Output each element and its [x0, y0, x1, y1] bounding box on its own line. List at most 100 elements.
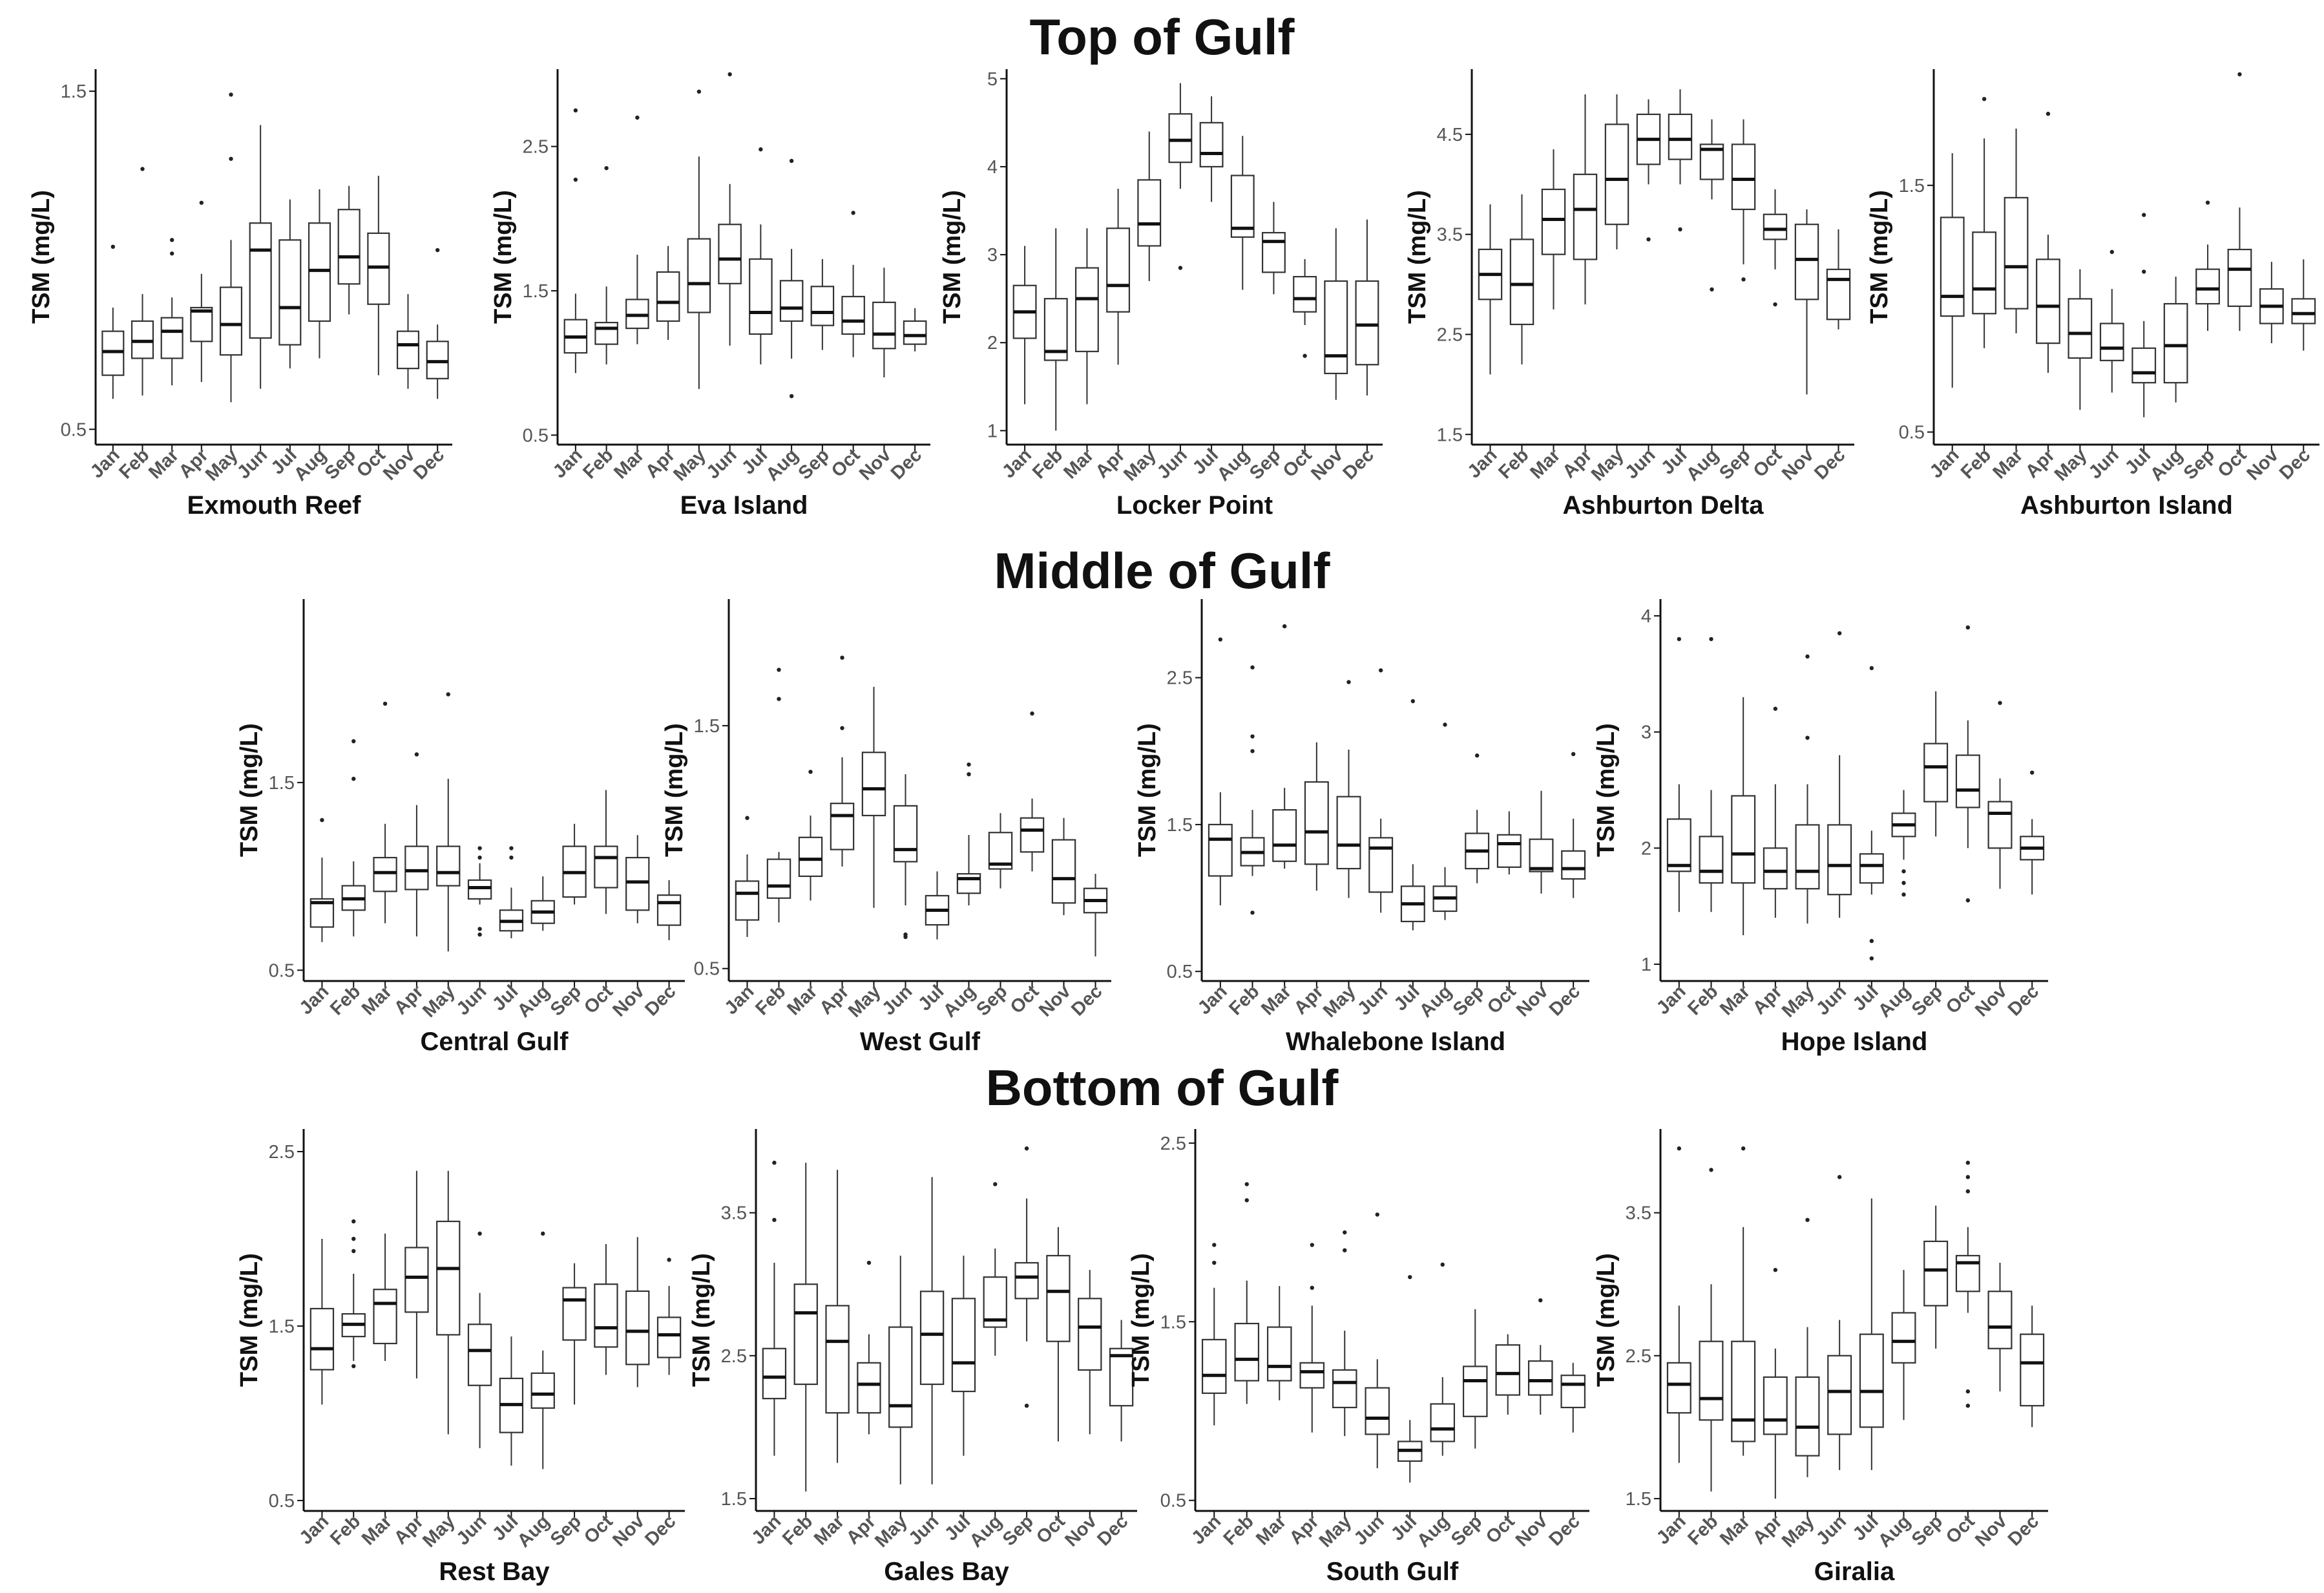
eva-island-oct-box: [841, 295, 865, 335]
central-gulf-jun-outlier: [477, 932, 482, 937]
ashburton-island-may-box: [2068, 298, 2093, 359]
hope-island-jun-box: [1827, 824, 1852, 896]
rest-bay-feb-outlier: [351, 1249, 356, 1254]
rest-bay-y-tick-label: 0.5: [269, 1491, 295, 1512]
giralia-oct-outlier: [1965, 1403, 1971, 1408]
ashburton-delta-nov-x-tick-label: Nov: [1778, 445, 1817, 484]
exmouth-reef-panel-title: Exmouth Reef: [187, 491, 362, 520]
whalebone-island-oct-x-tick-label: Oct: [1483, 981, 1520, 1018]
hope-island-oct-outlier: [1965, 898, 1971, 903]
west-gulf-panel-title: West Gulf: [860, 1028, 981, 1056]
rest-bay-sep-x-tick-label: Sep: [547, 1511, 585, 1550]
hope-island-panel-title: Hope Island: [1781, 1028, 1928, 1056]
west-gulf-apr-outlier: [840, 655, 844, 660]
south-gulf-nov-box: [1527, 1360, 1553, 1396]
south-gulf-may-x-tick-label: May: [1315, 1511, 1356, 1552]
eva-island-jan-outlier: [573, 177, 578, 182]
eva-island-nov-x-tick-label: Nov: [855, 445, 895, 484]
whalebone-island-jan-outlier: [1218, 637, 1223, 642]
south-gulf-may-outlier: [1343, 1248, 1347, 1252]
eva-island-sep-x-tick-label: Sep: [795, 445, 833, 483]
hope-island-apr-outlier: [1773, 706, 1778, 711]
ashburton-island-jul-outlier: [2142, 213, 2146, 217]
ashburton-delta-apr-box: [1573, 173, 1598, 260]
rest-bay-may-box: [436, 1220, 461, 1336]
west-gulf-feb-outlier: [777, 697, 781, 701]
south-gulf-jan-box: [1201, 1338, 1227, 1394]
ashburton-island-oct-x-tick-label: Oct: [2214, 445, 2251, 481]
ashburton-delta-panel-title: Ashburton Delta: [1562, 491, 1764, 520]
giralia-jun-outlier: [1837, 1175, 1842, 1179]
hope-island-nov-x-tick-label: Nov: [1971, 981, 2011, 1020]
ashburton-island-feb-x-tick-label: Feb: [1957, 445, 1995, 483]
gales-bay-apr-outlier: [866, 1260, 872, 1265]
south-gulf-jun-outlier: [1375, 1212, 1379, 1217]
gales-bay-feb-x-tick-label: Feb: [779, 1511, 817, 1549]
ashburton-delta-jul-box: [1668, 113, 1693, 160]
locker-point-oct-box: [1293, 276, 1317, 313]
eva-island-aug-box: [779, 280, 804, 322]
locker-point-dec-box: [1355, 280, 1379, 366]
ashburton-delta-feb-x-tick-label: Feb: [1494, 445, 1533, 483]
hope-island-feb-outlier: [1709, 637, 1713, 642]
central-gulf-jul-outlier: [509, 855, 514, 860]
eva-island-y-tick-label: 2.5: [523, 137, 549, 158]
central-gulf-oct-x-tick-label: Oct: [580, 981, 617, 1018]
giralia-y-tick-label: 1.5: [1626, 1489, 1651, 1510]
eva-island-jun-box: [718, 224, 742, 284]
rest-bay-y-label: TSM (mg/L): [236, 1253, 263, 1387]
eva-island-may-box: [687, 238, 711, 313]
giralia-oct-box: [1955, 1254, 1980, 1292]
hope-island-mar-x-tick-label: Mar: [1716, 981, 1754, 1019]
rest-bay-apr-box: [404, 1247, 429, 1313]
ashburton-delta-y-label: TSM (mg/L): [1404, 190, 1431, 324]
locker-point-apr-box: [1106, 227, 1131, 313]
rest-bay-feb-outlier: [351, 1219, 356, 1224]
gales-bay-y-tick-label: 3.5: [721, 1203, 747, 1224]
south-gulf-jun-box: [1365, 1387, 1390, 1435]
whalebone-island-jan-box: [1208, 823, 1233, 877]
hope-island-oct-box: [1955, 754, 1980, 808]
west-gulf-may-box: [861, 752, 886, 817]
rest-bay-may-x-tick-label: May: [419, 1511, 459, 1552]
hope-island-apr-box: [1763, 847, 1788, 890]
giralia-aug-box: [1891, 1312, 1916, 1364]
gales-bay-nov-x-tick-label: Nov: [1061, 1511, 1100, 1550]
hope-island-oct-outlier: [1965, 625, 1971, 630]
rest-bay-feb-x-tick-label: Feb: [326, 1511, 364, 1549]
west-gulf-jun-box: [893, 805, 918, 863]
central-gulf-feb-x-tick-label: Feb: [326, 981, 364, 1019]
ashburton-island-jul-outlier: [2142, 269, 2146, 274]
south-gulf-jan-outlier: [1212, 1260, 1217, 1265]
exmouth-reef-sep-x-tick-label: Sep: [321, 445, 360, 483]
west-gulf-mar-x-tick-label: Mar: [783, 981, 821, 1019]
central-gulf-dec-box: [656, 894, 682, 926]
west-gulf-jun-x-tick-label: Jun: [878, 981, 916, 1019]
giralia-dec-x-tick-label: Dec: [2004, 1511, 2043, 1550]
hope-island-aug-outlier: [1901, 869, 1906, 874]
central-gulf-mar-outlier: [382, 701, 388, 706]
hope-island-jan-box: [1666, 818, 1691, 872]
central-gulf-jan-outlier: [320, 818, 324, 823]
hope-island-jul-outlier: [1869, 938, 1874, 944]
whalebone-island-mar-outlier: [1282, 624, 1287, 629]
whalebone-island-y-tick-label: 0.5: [1167, 962, 1193, 982]
west-gulf-mar-box: [798, 836, 823, 878]
eva-island-nov-box: [872, 301, 896, 350]
central-gulf-jun-outlier: [477, 846, 482, 850]
south-gulf-oct-x-tick-label: Oct: [1482, 1511, 1519, 1548]
hope-island-jul-outlier: [1869, 666, 1874, 671]
gales-bay-feb-box: [793, 1283, 818, 1386]
exmouth-reef-may-outlier: [229, 92, 233, 97]
gales-bay-jan-outlier: [772, 1218, 777, 1222]
ashburton-island-dec-box: [2291, 298, 2316, 324]
ashburton-delta-jun-x-tick-label: Jun: [1621, 445, 1659, 483]
west-gulf-jan-x-tick-label: Jan: [720, 981, 758, 1018]
ashburton-island-sep-x-tick-label: Sep: [2180, 445, 2219, 483]
central-gulf-aug-x-tick-label: Aug: [514, 981, 554, 1021]
exmouth-reef-apr-box: [190, 306, 213, 343]
whalebone-island-nov-x-tick-label: Nov: [1513, 981, 1552, 1020]
eva-island-feb-box: [594, 322, 618, 345]
whalebone-island-may-x-tick-label: May: [1319, 981, 1360, 1022]
